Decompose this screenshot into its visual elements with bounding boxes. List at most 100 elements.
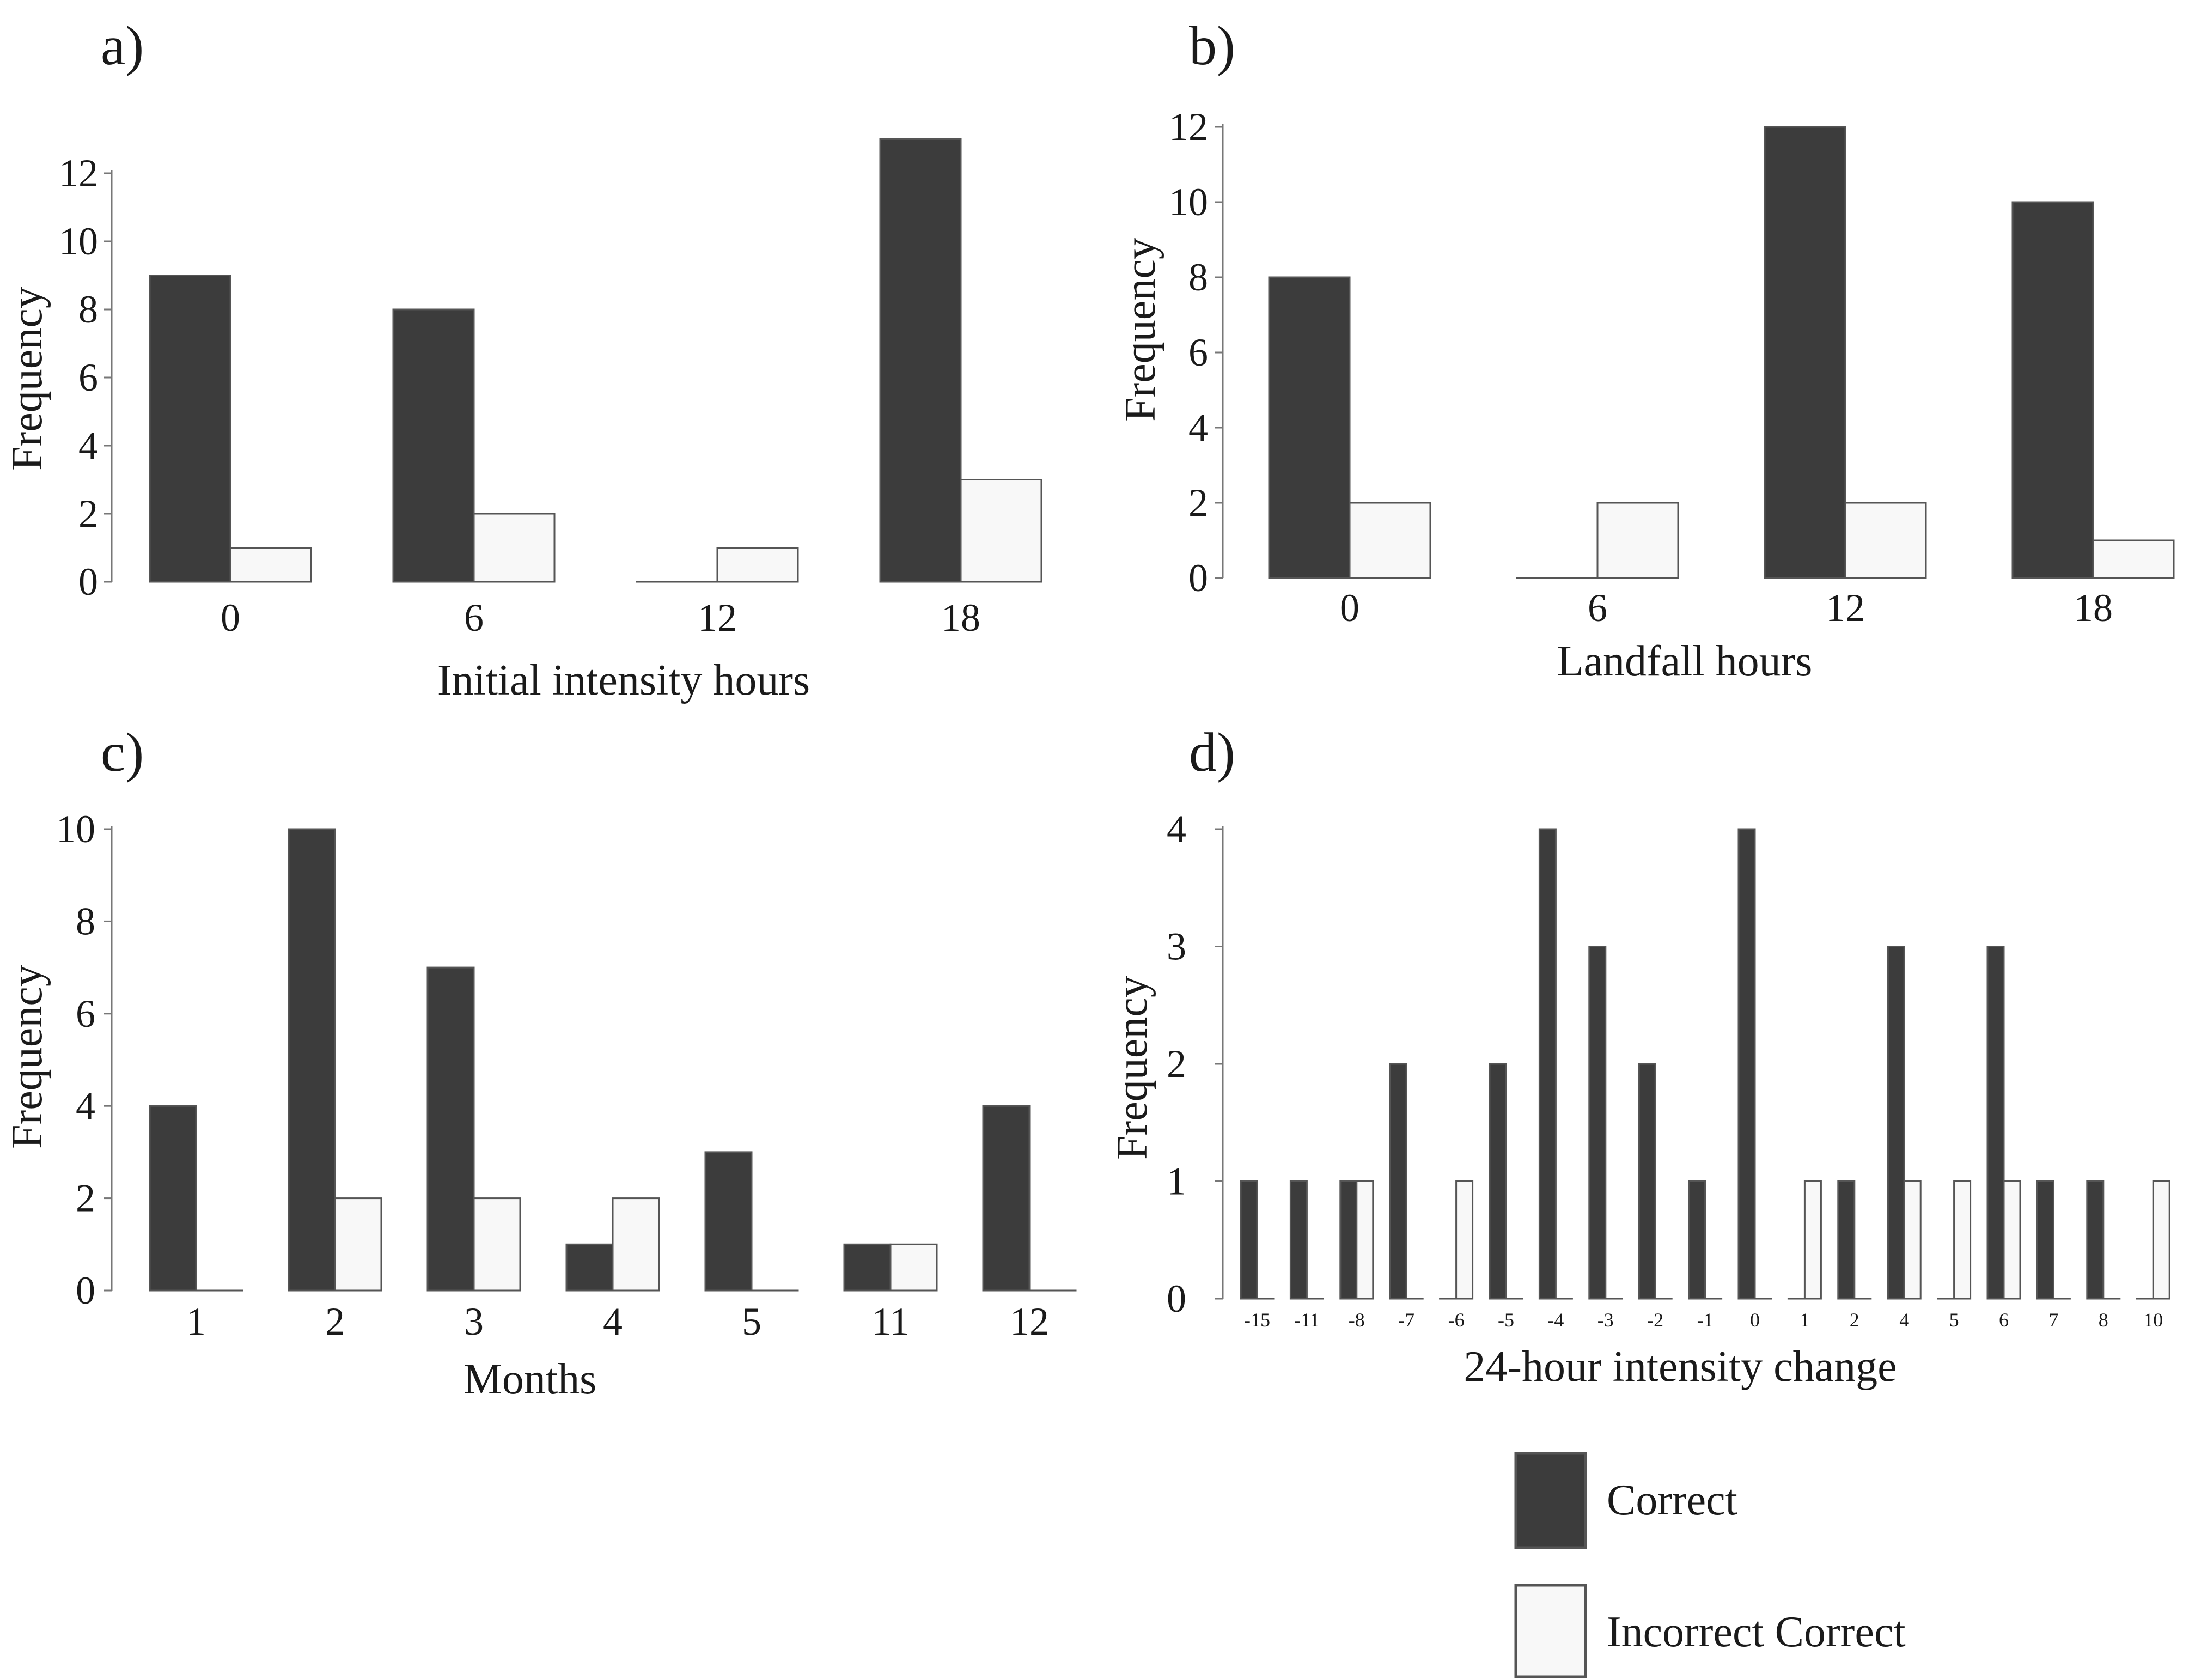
bar-correct-c-0 — [149, 1105, 197, 1292]
x-tick-label-d-11: 1 — [1800, 1309, 1809, 1331]
x-tick-label-d-5: -5 — [1498, 1309, 1514, 1331]
bar-incorrect-d-15 — [2003, 1180, 2021, 1300]
x-tick-label-c-6: 12 — [1010, 1300, 1049, 1343]
x-tick-label-d-6: -4 — [1547, 1309, 1564, 1331]
bar-incorrect-b-3 — [2092, 539, 2175, 579]
bar-correct-d-5 — [1489, 1063, 1507, 1300]
bar-correct-a-1 — [392, 308, 475, 583]
bar-incorrect-a-3 — [960, 479, 1042, 583]
x-tick-label-c-4: 5 — [742, 1300, 761, 1343]
plot-area-d: 0 1 2 3 4 -15 -11 -8 -7 -6 -5 -4 -3 -2 -1 0 1 2 4 5 6 7 8 10 — [1167, 807, 2170, 1331]
bar-incorrect-a-1 — [473, 513, 556, 583]
bar-incorrect-b-2 — [1844, 502, 1927, 579]
legend-swatch-correct — [1514, 1452, 1587, 1549]
x-tick-label-d-12: 2 — [1850, 1309, 1859, 1331]
legend-label-incorrect: Incorrect Correct — [1607, 1608, 1906, 1656]
bar-incorrect-b-1 — [1596, 502, 1679, 579]
y-axis-label-b: Frequency — [1117, 238, 1164, 422]
x-tick-label-d-17: 8 — [2099, 1309, 2108, 1331]
bar-correct-b-3 — [2011, 201, 2094, 579]
plot-area-a: 0 2 4 6 8 10 12 0 6 12 18 — [59, 138, 1042, 640]
bar-correct-a-0 — [149, 275, 231, 583]
x-axis-label-d: 24-hour intensity change — [1464, 1343, 1897, 1391]
x-tick-label-d-8: -2 — [1647, 1309, 1663, 1331]
chart-panel-b: b) Frequency Landfall hours 0 2 4 6 8 10 12 0 6 1… — [1117, 15, 2175, 685]
bar-correct-b-2 — [1764, 126, 1846, 579]
y-tick-label-c-0: 0 — [76, 1269, 95, 1312]
bar-incorrect-a-2 — [716, 547, 799, 583]
bar-incorrect-a-0 — [229, 547, 312, 583]
bar-correct-d-1 — [1289, 1180, 1308, 1300]
x-tick-label-a-3: 18 — [941, 596, 980, 640]
y-tick-label-d-4: 4 — [1167, 807, 1186, 851]
y-tick-label-d-2: 2 — [1167, 1042, 1186, 1086]
legend: Correct Incorrect Correct — [1514, 1452, 1906, 1678]
chart-panel-a: a) Frequency Initial intensity hours 0 2 4… — [3, 15, 1042, 704]
legend-label-correct: Correct — [1607, 1476, 1737, 1524]
x-tick-label-b-1: 6 — [1588, 586, 1607, 630]
bar-correct-c-1 — [288, 828, 336, 1292]
x-tick-label-d-18: 10 — [2143, 1309, 2163, 1331]
x-tick-label-c-5: 11 — [871, 1300, 909, 1343]
y-tick-label-c-5: 10 — [56, 807, 95, 851]
bar-correct-a-3 — [879, 138, 962, 583]
x-tick-label-d-1: -11 — [1294, 1309, 1320, 1331]
bar-correct-d-16 — [2036, 1180, 2054, 1300]
bar-correct-c-2 — [426, 966, 475, 1292]
x-tick-label-d-16: 7 — [2048, 1309, 2058, 1331]
y-tick-label-a-1: 2 — [78, 492, 98, 535]
bar-correct-c-3 — [565, 1243, 614, 1292]
y-tick-label-d-1: 1 — [1167, 1160, 1186, 1203]
bar-correct-d-7 — [1588, 946, 1607, 1300]
bar-incorrect-d-11 — [1803, 1180, 1822, 1300]
x-tick-label-a-1: 6 — [464, 596, 484, 640]
x-tick-label-d-15: 6 — [1999, 1309, 2009, 1331]
bar-incorrect-b-0 — [1349, 502, 1431, 579]
x-tick-label-c-1: 2 — [325, 1300, 345, 1343]
bar-correct-d-3 — [1389, 1063, 1407, 1300]
bar-correct-d-8 — [1638, 1063, 1656, 1300]
y-tick-label-b-0: 0 — [1188, 556, 1208, 600]
bar-incorrect-d-14 — [1953, 1180, 1972, 1300]
x-tick-label-c-3: 4 — [603, 1300, 623, 1343]
y-tick-label-d-0: 0 — [1167, 1277, 1186, 1320]
panel-label-c: c) — [101, 722, 144, 783]
bar-correct-d-15 — [1986, 946, 2005, 1300]
x-tick-label-c-0: 1 — [186, 1300, 206, 1343]
bar-correct-d-10 — [1737, 828, 1756, 1300]
y-tick-label-d-3: 3 — [1167, 925, 1186, 969]
bar-incorrect-d-13 — [1903, 1180, 1922, 1300]
x-tick-label-a-2: 12 — [698, 596, 737, 640]
y-axis-label-a: Frequency — [3, 287, 51, 471]
y-tick-label-b-3: 6 — [1188, 331, 1208, 374]
panel-label-a: a) — [101, 15, 144, 77]
x-tick-label-d-14: 5 — [1949, 1309, 1959, 1331]
y-tick-label-a-4: 8 — [78, 288, 98, 331]
bar-incorrect-c-3 — [612, 1197, 660, 1292]
y-tick-label-c-3: 6 — [76, 992, 95, 1036]
bar-incorrect-d-18 — [2152, 1180, 2170, 1300]
bar-incorrect-d-4 — [1455, 1180, 1474, 1300]
y-tick-label-a-6: 12 — [59, 151, 98, 195]
y-tick-label-c-1: 2 — [76, 1177, 95, 1220]
bar-incorrect-d-2 — [1356, 1180, 1374, 1300]
x-tick-label-a-0: 0 — [221, 596, 240, 640]
bar-correct-b-0 — [1268, 276, 1351, 579]
x-tick-label-d-0: -15 — [1244, 1309, 1270, 1331]
x-tick-label-c-2: 3 — [464, 1300, 484, 1343]
y-tick-label-b-6: 12 — [1169, 105, 1208, 149]
bar-incorrect-c-2 — [473, 1197, 521, 1292]
bar-correct-d-12 — [1837, 1180, 1856, 1300]
y-tick-label-b-1: 2 — [1188, 481, 1208, 525]
x-tick-label-b-3: 18 — [2074, 586, 2113, 630]
plot-area-b: 0 2 4 6 8 10 12 0 6 12 18 — [1169, 105, 2175, 630]
x-axis-label-a: Initial intensity hours — [437, 656, 810, 704]
y-tick-label-b-4: 8 — [1188, 255, 1208, 299]
y-tick-label-b-2: 4 — [1188, 406, 1208, 449]
x-tick-label-d-7: -3 — [1597, 1309, 1614, 1331]
x-tick-label-d-10: 0 — [1750, 1309, 1760, 1331]
x-tick-label-d-2: -8 — [1349, 1309, 1365, 1331]
y-tick-label-c-4: 8 — [76, 899, 95, 943]
